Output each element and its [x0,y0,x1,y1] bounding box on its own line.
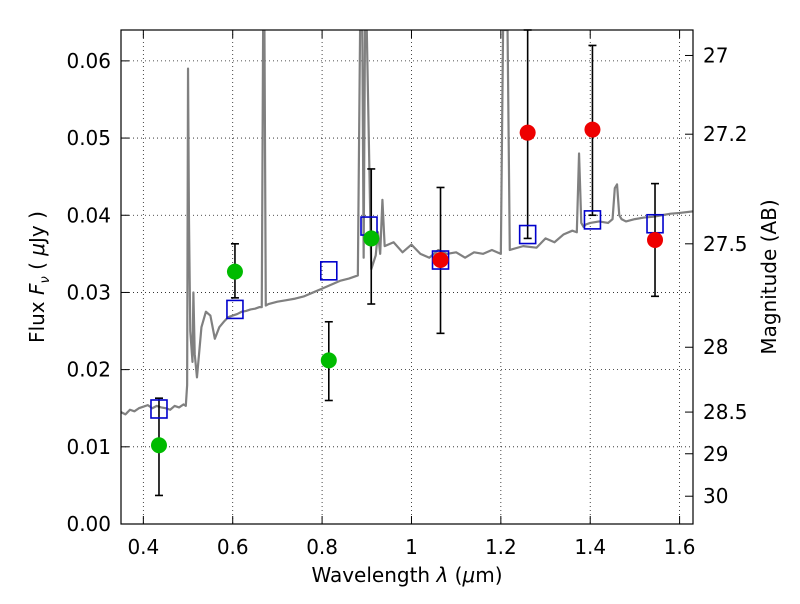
red-data-point [519,124,536,141]
y-tick-label: 0.01 [66,435,111,459]
y2-tick-label: 28 [703,335,728,359]
model-band-square [319,261,338,281]
x-axis-title: Wavelength λ (μm) [311,563,502,587]
y-tick-label: 0.02 [66,358,111,382]
green-data-point [226,263,243,280]
x-tick-label: 0.6 [217,535,249,559]
model-band-square [583,210,602,230]
x-tick-label: 1.2 [485,535,517,559]
red-data-point [584,121,601,138]
plot-area [121,30,693,416]
y2-tick-label: 27.5 [703,232,748,256]
green-data-point [150,437,167,454]
y2-tick-label: 28.5 [703,400,748,424]
y2-axis-title: Magnitude (AB) [757,199,781,354]
x-tick-label: 1.4 [574,535,606,559]
error-bars-and-markers [150,29,664,497]
x-tick-label: 1.6 [664,535,696,559]
axes-frame [120,29,694,525]
x-tick-label: 0.4 [127,535,159,559]
y-tick-label: 0.03 [66,280,111,304]
green-data-point [363,230,380,247]
model-band-square [518,224,537,245]
y2-tick-label: 27.2 [703,122,748,146]
y2-tick-label: 29 [703,442,728,466]
model-band-square [226,299,244,320]
y-tick-label: 0.06 [66,49,111,73]
ticks: 0.4 0.6 0.8 1 1.2 1.4 1.6 0.00 0.01 0.02 0.03 0.04 0… [66,30,748,559]
y-axis-title: Flux Fν ( μJy ) [25,211,53,343]
x-tick-label: 0.8 [306,535,338,559]
y-tick-label: 0.05 [66,126,111,150]
y2-tick-label: 27 [703,43,728,67]
green-data-point [320,352,337,369]
model-band-square [150,399,168,419]
red-data-point [647,231,664,248]
y-tick-label: 0.00 [66,512,111,536]
y2-tick-label: 30 [703,484,728,508]
y-tick-label: 0.04 [66,203,111,227]
grid [121,30,693,525]
red-data-point [432,252,449,269]
x-tick-label: 1 [405,535,418,559]
model-spectrum-line [121,30,693,416]
